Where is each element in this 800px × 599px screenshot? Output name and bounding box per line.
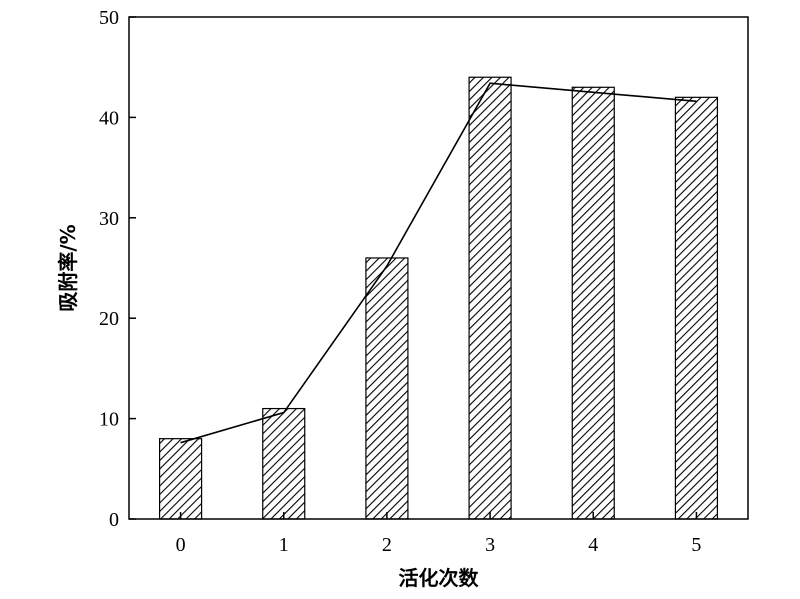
plot-frame: [128, 16, 749, 520]
y-tick-label: 50: [99, 7, 119, 29]
y-tick-label: 0: [109, 509, 119, 531]
x-tick-label: 3: [485, 534, 495, 556]
y-axis-title: 吸附率/%: [56, 224, 80, 311]
y-tick-label: 10: [99, 409, 119, 431]
x-tick-label: 2: [382, 534, 392, 556]
x-tick-label: 4: [588, 534, 598, 556]
y-tick-label: 20: [99, 308, 119, 330]
x-axis: 0 1 2 3 4 5: [176, 512, 701, 556]
x-tick-label: 5: [691, 534, 701, 556]
bar-4: [571, 86, 615, 520]
y-tick-label: 30: [99, 208, 119, 230]
x-tick-label: 0: [176, 534, 186, 556]
x-axis-title: 活化次数: [399, 566, 480, 590]
bar-5: [674, 96, 719, 520]
trend-line: [180, 82, 697, 444]
bar-3: [468, 76, 512, 520]
x-tick-label: 1: [279, 534, 289, 556]
bar-1: [262, 407, 306, 520]
bars-layer: [158, 76, 719, 520]
bar-0: [158, 438, 203, 520]
y-tick-label: 40: [99, 107, 119, 129]
bar-2: [365, 257, 409, 520]
line-layer: [180, 82, 697, 444]
y-axis: 0 10 20 30 40 50: [99, 7, 136, 531]
